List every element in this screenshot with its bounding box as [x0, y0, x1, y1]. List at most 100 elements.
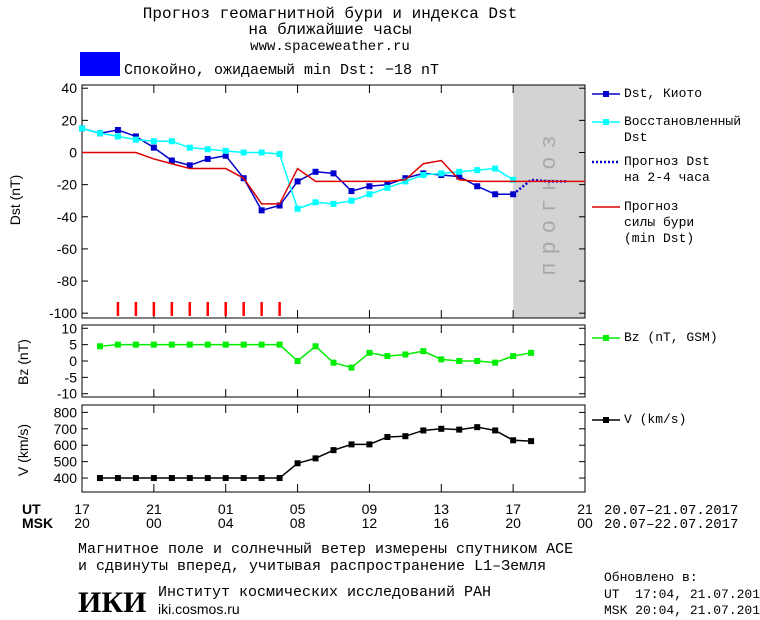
point: [222, 147, 229, 154]
y-tick-label: 20: [61, 112, 77, 128]
point: [276, 475, 283, 482]
date-range: 20.07–21.07.2017: [604, 503, 738, 519]
legend-swatch: [603, 91, 609, 97]
y-tick-label: -60: [57, 241, 77, 257]
point: [222, 475, 229, 482]
x-tick-label: 17: [505, 501, 521, 517]
point: [294, 178, 301, 185]
legend-entry: Dst, Киото: [624, 86, 703, 101]
point: [510, 176, 517, 183]
y-tick-label: 0: [69, 353, 77, 369]
x-tick-label: 09: [362, 501, 378, 517]
point: [312, 343, 319, 350]
plot-frame: [81, 404, 586, 493]
series-line: [82, 151, 585, 205]
point: [168, 138, 175, 145]
y-tick-label: 800: [54, 404, 78, 420]
point: [222, 152, 229, 159]
y-tick-label: 700: [54, 421, 78, 437]
point: [420, 348, 427, 355]
point: [366, 191, 373, 198]
point: [114, 126, 121, 133]
point: [528, 349, 535, 356]
point: [150, 341, 157, 348]
point: [366, 349, 373, 356]
point: [240, 475, 247, 482]
x-axis-label: UT: [22, 501, 41, 517]
y-tick-label: -20: [57, 177, 77, 193]
point: [456, 168, 463, 175]
point: [186, 475, 193, 482]
point: [204, 146, 211, 153]
point: [294, 460, 301, 467]
point: [366, 183, 373, 190]
point: [456, 358, 463, 364]
point: [150, 138, 157, 145]
point: [456, 173, 463, 180]
y-tick-label: -40: [57, 209, 77, 225]
point: [132, 133, 139, 140]
point: [402, 433, 409, 440]
x-tick-label: 16: [433, 515, 449, 531]
point: [204, 341, 211, 348]
point: [348, 364, 355, 371]
y-tick-label: -10: [57, 386, 77, 402]
y-tick-label: 500: [54, 454, 78, 470]
updated-time: UT 17:04, 21.07.2017: [604, 587, 760, 602]
point: [258, 341, 265, 348]
point: [240, 341, 247, 348]
y-tick-label: 400: [54, 470, 78, 486]
point: [528, 438, 535, 445]
x-tick-label: 17: [74, 501, 90, 517]
point: [276, 202, 283, 209]
point: [438, 425, 445, 432]
x-tick-label: 01: [218, 501, 234, 517]
point: [276, 341, 283, 348]
point: [510, 437, 517, 444]
point: [492, 427, 499, 434]
point: [114, 341, 121, 348]
legend-entry: Прогноз Dst на 2-4 часа: [624, 154, 710, 185]
point: [96, 475, 103, 482]
x-tick-label: 04: [218, 515, 234, 531]
point: [438, 170, 445, 177]
point: [348, 441, 355, 448]
point: [384, 181, 391, 188]
point: [330, 200, 337, 207]
x-tick-label: 20: [74, 515, 90, 531]
point: [132, 341, 139, 348]
point: [402, 178, 409, 185]
legend-entry: Прогноз силы бури (min Dst): [624, 199, 695, 246]
point: [312, 168, 319, 175]
point: [384, 434, 391, 441]
point: [474, 167, 481, 174]
point: [510, 191, 517, 198]
point: [186, 162, 193, 169]
point: [438, 356, 445, 363]
updated-time: MSK 20:04, 21.07.2017: [604, 603, 760, 618]
footnote: и сдвинуты вперед, учитывая распростране…: [78, 558, 546, 575]
y-axis-label: Bz (nT): [15, 339, 31, 385]
point: [510, 353, 517, 360]
point: [240, 149, 247, 156]
plot-frame: [81, 84, 586, 319]
x-tick-label: 05: [290, 501, 306, 517]
point: [312, 199, 319, 206]
title-line: www.spaceweather.ru: [250, 39, 410, 55]
x-tick-label: 13: [433, 501, 449, 517]
point: [150, 475, 157, 482]
point: [186, 144, 193, 151]
x-tick-label: 20: [505, 515, 521, 531]
point: [456, 426, 463, 433]
y-tick-label: -80: [57, 273, 77, 289]
point: [402, 351, 409, 358]
legend-swatch: [603, 335, 609, 341]
point: [366, 441, 373, 448]
y-axis-label: V (km/s): [15, 424, 31, 476]
date-range: 20.07–22.07.2017: [604, 517, 738, 533]
point: [204, 475, 211, 482]
point: [168, 157, 175, 164]
point: [114, 475, 121, 482]
institute-url: iki.cosmos.ru: [158, 601, 240, 617]
legend-swatch: [603, 417, 609, 423]
